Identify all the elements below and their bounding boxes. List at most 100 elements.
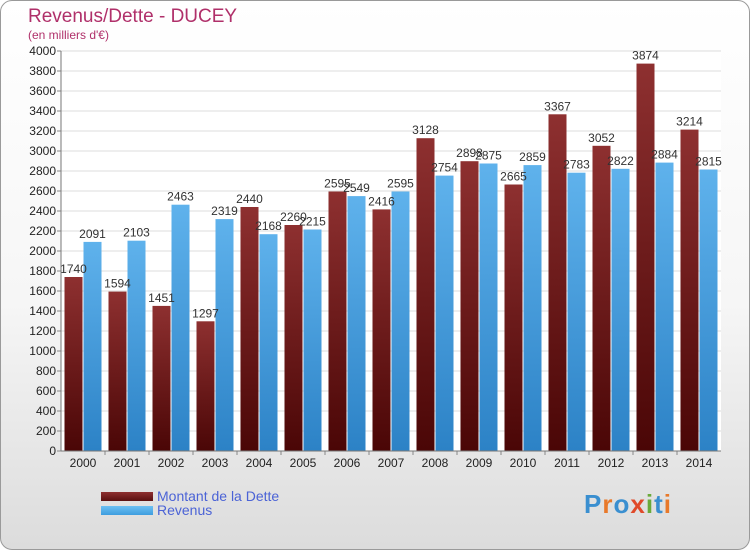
data-label: 2215	[299, 215, 326, 229]
logo-letter: x	[630, 489, 646, 519]
bar-revenus	[523, 165, 542, 451]
x-tick-label: 2013	[642, 456, 669, 470]
data-label: 3052	[588, 131, 615, 145]
data-label: 3214	[676, 115, 703, 129]
y-tick-label: 800	[36, 364, 56, 378]
bar-revenus	[215, 219, 234, 451]
bar-revenus	[127, 240, 146, 451]
bar-revenus	[435, 175, 454, 451]
bar-revenus	[391, 191, 410, 451]
y-tick-label: 3800	[29, 64, 56, 78]
y-tick-label: 1800	[29, 264, 56, 278]
x-tick-label: 2001	[114, 456, 141, 470]
y-tick-label: 2200	[29, 224, 56, 238]
bar-revenus	[567, 172, 586, 451]
y-tick-label: 600	[36, 384, 56, 398]
data-label: 2898	[456, 146, 483, 160]
y-tick-label: 2000	[29, 244, 56, 258]
data-label: 2260	[280, 210, 307, 224]
axes: 0 200 400 600 800 1000 1200 1400 1600 1800 2000 220…	[29, 44, 721, 470]
data-label: 2859	[519, 150, 546, 164]
logo-letter: P	[584, 489, 603, 519]
bar-revenus	[303, 229, 322, 451]
bar-dette	[636, 63, 655, 451]
legend-swatch-dette	[101, 491, 153, 501]
logo-letter: o	[613, 489, 631, 519]
bar-dette	[416, 138, 435, 451]
y-tick-label: 3000	[29, 144, 56, 158]
y-tick-label: 3400	[29, 104, 56, 118]
data-label: 2783	[563, 158, 590, 172]
x-tick-label: 2014	[686, 456, 713, 470]
data-label: 2091	[79, 227, 106, 241]
x-tick-label: 2000	[70, 456, 97, 470]
logo-letter: i	[663, 489, 672, 519]
y-tick-label: 1600	[29, 284, 56, 298]
x-tick-label: 2009	[466, 456, 493, 470]
bar-dette	[152, 305, 171, 451]
data-label: 3128	[412, 123, 439, 137]
x-tick-label: 2003	[202, 456, 229, 470]
data-label: 1594	[104, 277, 131, 291]
bar-revenus	[83, 241, 102, 451]
bar-dette	[328, 191, 347, 451]
y-tick-label: 1000	[29, 344, 56, 358]
data-label: 3874	[632, 49, 659, 63]
y-tick-label: 2400	[29, 204, 56, 218]
data-label: 2884	[651, 148, 678, 162]
data-label: 2416	[368, 194, 395, 208]
proxiti-logo: Proxiti	[584, 489, 672, 520]
bar-dette	[548, 114, 567, 452]
bar-dette	[108, 291, 127, 451]
bars	[64, 63, 718, 452]
bar-revenus	[655, 162, 674, 451]
x-tick-label: 2006	[334, 456, 361, 470]
chart-title: Revenus/Dette - DUCEY	[28, 6, 238, 27]
bar-revenus	[699, 169, 718, 451]
data-label: 2549	[343, 181, 370, 195]
y-tick-label: 200	[36, 424, 56, 438]
y-tick-label: 4000	[29, 44, 56, 58]
x-tick-label: 2007	[378, 456, 405, 470]
logo-letter: r	[602, 489, 614, 519]
y-tick-label: 1400	[29, 304, 56, 318]
data-label: 3367	[544, 99, 571, 113]
y-tick-label: 3200	[29, 124, 56, 138]
x-tick-label: 2008	[422, 456, 449, 470]
data-label: 2103	[123, 226, 150, 240]
bar-dette	[680, 129, 699, 451]
y-tick-label: 2600	[29, 184, 56, 198]
legend-item-revenus: Revenus	[101, 503, 212, 517]
bar-dette	[240, 207, 259, 451]
x-tick-label: 2005	[290, 456, 317, 470]
bar-revenus	[479, 163, 498, 451]
x-tick-label: 2004	[246, 456, 273, 470]
data-label: 2319	[211, 204, 238, 218]
bar-dette	[372, 209, 391, 451]
x-tick-label: 2010	[510, 456, 537, 470]
data-label: 1297	[192, 306, 219, 320]
data-label: 2168	[255, 219, 282, 233]
legend-label-revenus: Revenus	[157, 502, 213, 518]
bar-dette	[196, 321, 215, 451]
data-label: 2665	[500, 170, 527, 184]
bar-dette	[592, 145, 611, 452]
legend-swatch-revenus	[101, 505, 153, 515]
x-tick-label: 2011	[554, 456, 580, 470]
bar-dette	[64, 277, 83, 451]
data-label: 2463	[167, 190, 194, 204]
bar-revenus	[259, 234, 278, 451]
data-label: 2815	[695, 155, 722, 169]
data-label: 1451	[148, 291, 175, 305]
bar-dette	[504, 184, 523, 451]
bar-revenus	[611, 168, 630, 452]
data-label: 2595	[324, 177, 351, 191]
grid	[61, 50, 721, 452]
y-tick-label: 0	[49, 444, 56, 458]
chart-subtitle: (en milliers d'€)	[28, 28, 109, 42]
y-tick-label: 2800	[29, 164, 56, 178]
x-tick-label: 2002	[158, 456, 185, 470]
